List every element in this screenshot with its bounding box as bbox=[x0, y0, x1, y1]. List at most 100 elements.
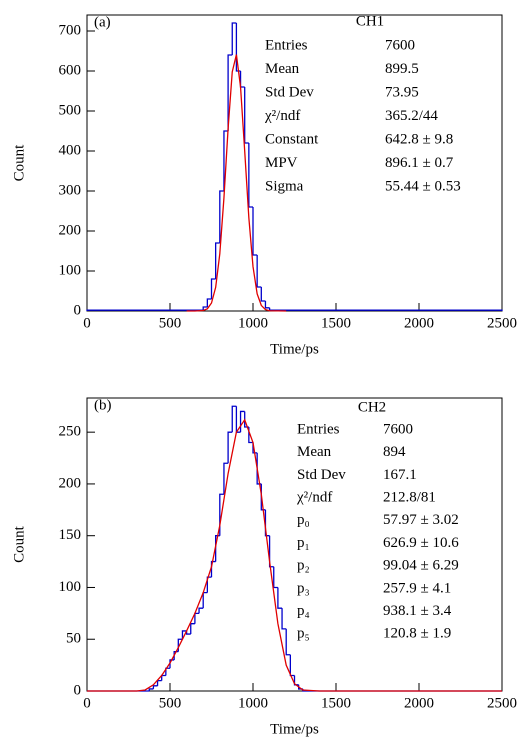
panel-label: (b) bbox=[94, 397, 112, 413]
x-tick-label: 2500 bbox=[487, 695, 517, 711]
histogram-bin bbox=[277, 587, 283, 609]
x-axis-label: Time/ps bbox=[270, 341, 319, 357]
histogram-bin bbox=[227, 54, 233, 131]
stats-title: CH2 bbox=[358, 399, 386, 415]
histogram-bin bbox=[260, 287, 266, 302]
plot-frame bbox=[86, 397, 503, 692]
stats-title: CH1 bbox=[356, 13, 384, 29]
histogram-bin bbox=[219, 190, 224, 243]
x-tick-label: 2500 bbox=[487, 315, 517, 331]
plot-frame bbox=[86, 14, 503, 312]
histogram-bin bbox=[215, 242, 220, 279]
stats-label: Std Dev bbox=[265, 84, 314, 100]
histogram-bin bbox=[248, 143, 253, 208]
stats-value: 167.1 bbox=[383, 467, 417, 483]
y-tick-label: 700 bbox=[59, 22, 82, 38]
histogram-bin bbox=[244, 87, 249, 144]
stats-label: p₂ bbox=[297, 558, 310, 574]
stats-label: Entries bbox=[297, 421, 340, 437]
y-tick-label: 200 bbox=[59, 222, 82, 238]
histogram-bin bbox=[181, 630, 187, 640]
histogram-bin bbox=[156, 679, 162, 686]
histogram-bin bbox=[264, 509, 270, 537]
stats-value: 73.95 bbox=[385, 84, 419, 100]
histogram-bin bbox=[293, 675, 299, 686]
histogram-bin bbox=[198, 607, 204, 614]
stats-label: Mean bbox=[265, 61, 300, 77]
fit-curve bbox=[87, 418, 502, 692]
histogram-bin bbox=[152, 685, 158, 689]
histogram-bin bbox=[273, 566, 278, 589]
histogram-bin bbox=[206, 576, 212, 593]
stats-value: 938.1 ± 3.4 bbox=[383, 603, 452, 619]
stats-label: Std Dev bbox=[297, 467, 346, 483]
histogram-bin bbox=[268, 535, 274, 568]
stats-value: 894 bbox=[383, 444, 406, 460]
stats-value: 896.1 ± 0.7 bbox=[385, 155, 454, 171]
stats-label: Entries bbox=[265, 37, 308, 53]
x-tick-label: 1000 bbox=[238, 695, 268, 711]
stats-value: 7600 bbox=[383, 421, 413, 437]
histogram-bin bbox=[215, 535, 220, 562]
stats-value: 99.04 ± 6.29 bbox=[383, 558, 459, 574]
x-tick-label: 500 bbox=[159, 695, 182, 711]
y-tick-label: 0 bbox=[74, 682, 82, 698]
histogram-bin bbox=[252, 207, 258, 256]
histogram-bin bbox=[281, 608, 287, 630]
y-tick-label: 100 bbox=[59, 262, 82, 278]
x-tick-label: 1500 bbox=[321, 695, 351, 711]
x-tick-label: 500 bbox=[159, 315, 182, 331]
histogram-bin bbox=[235, 23, 241, 72]
stats-label: p₅ bbox=[297, 626, 310, 642]
y-axis-label: Count bbox=[11, 525, 27, 563]
stats-label: p₁ bbox=[297, 535, 310, 551]
x-tick-label: 1000 bbox=[238, 315, 268, 331]
histogram-bin bbox=[227, 431, 233, 464]
histogram-bin bbox=[289, 654, 295, 677]
histogram-bin bbox=[206, 298, 212, 307]
stats-label: Sigma bbox=[265, 178, 304, 194]
y-tick-label: 250 bbox=[59, 424, 82, 440]
histogram-bin bbox=[264, 301, 270, 309]
stats-value: 57.97 ± 3.02 bbox=[383, 512, 459, 528]
histogram-bin bbox=[173, 651, 179, 660]
histogram-bin bbox=[210, 560, 216, 578]
stats-value: 7600 bbox=[385, 37, 415, 53]
stats-label: p₄ bbox=[297, 603, 310, 619]
stats-value: 55.44 ± 0.53 bbox=[385, 178, 461, 194]
y-tick-label: 100 bbox=[59, 579, 82, 595]
histogram-bin bbox=[161, 674, 166, 681]
histogram-bin bbox=[239, 71, 245, 88]
x-axis-label: Time/ps bbox=[270, 721, 319, 737]
histogram-bin bbox=[86, 309, 204, 311]
x-tick-label: 2000 bbox=[404, 695, 434, 711]
stats-label: Constant bbox=[265, 131, 319, 147]
x-tick-label: 1500 bbox=[321, 315, 351, 331]
histogram-bin bbox=[256, 255, 262, 288]
y-tick-label: 300 bbox=[59, 182, 82, 198]
y-tick-label: 150 bbox=[59, 527, 82, 543]
stats-label: χ²/ndf bbox=[296, 490, 332, 506]
stats-label: p₃ bbox=[297, 580, 310, 596]
y-tick-label: 400 bbox=[59, 142, 82, 158]
histogram-bin bbox=[202, 306, 208, 311]
panel-label: (a) bbox=[94, 14, 111, 30]
stats-value: 120.8 ± 1.9 bbox=[383, 626, 451, 642]
histogram-bin bbox=[190, 623, 195, 635]
y-axis-label: Count bbox=[11, 144, 27, 182]
stats-value: 642.8 ± 9.8 bbox=[385, 131, 453, 147]
histogram-bin bbox=[231, 22, 237, 55]
x-tick-label: 2000 bbox=[404, 315, 434, 331]
histogram-bin bbox=[223, 462, 229, 495]
stats-value: 899.5 bbox=[385, 61, 419, 77]
y-tick-label: 200 bbox=[59, 475, 82, 491]
stats-label: p₀ bbox=[297, 512, 310, 528]
x-tick-label: 0 bbox=[83, 315, 91, 331]
x-tick-label: 0 bbox=[83, 695, 91, 711]
histogram-bin bbox=[202, 591, 208, 609]
fit-curve bbox=[186, 54, 287, 312]
y-tick-label: 0 bbox=[74, 302, 82, 318]
stats-value: 626.9 ± 10.6 bbox=[383, 535, 459, 551]
